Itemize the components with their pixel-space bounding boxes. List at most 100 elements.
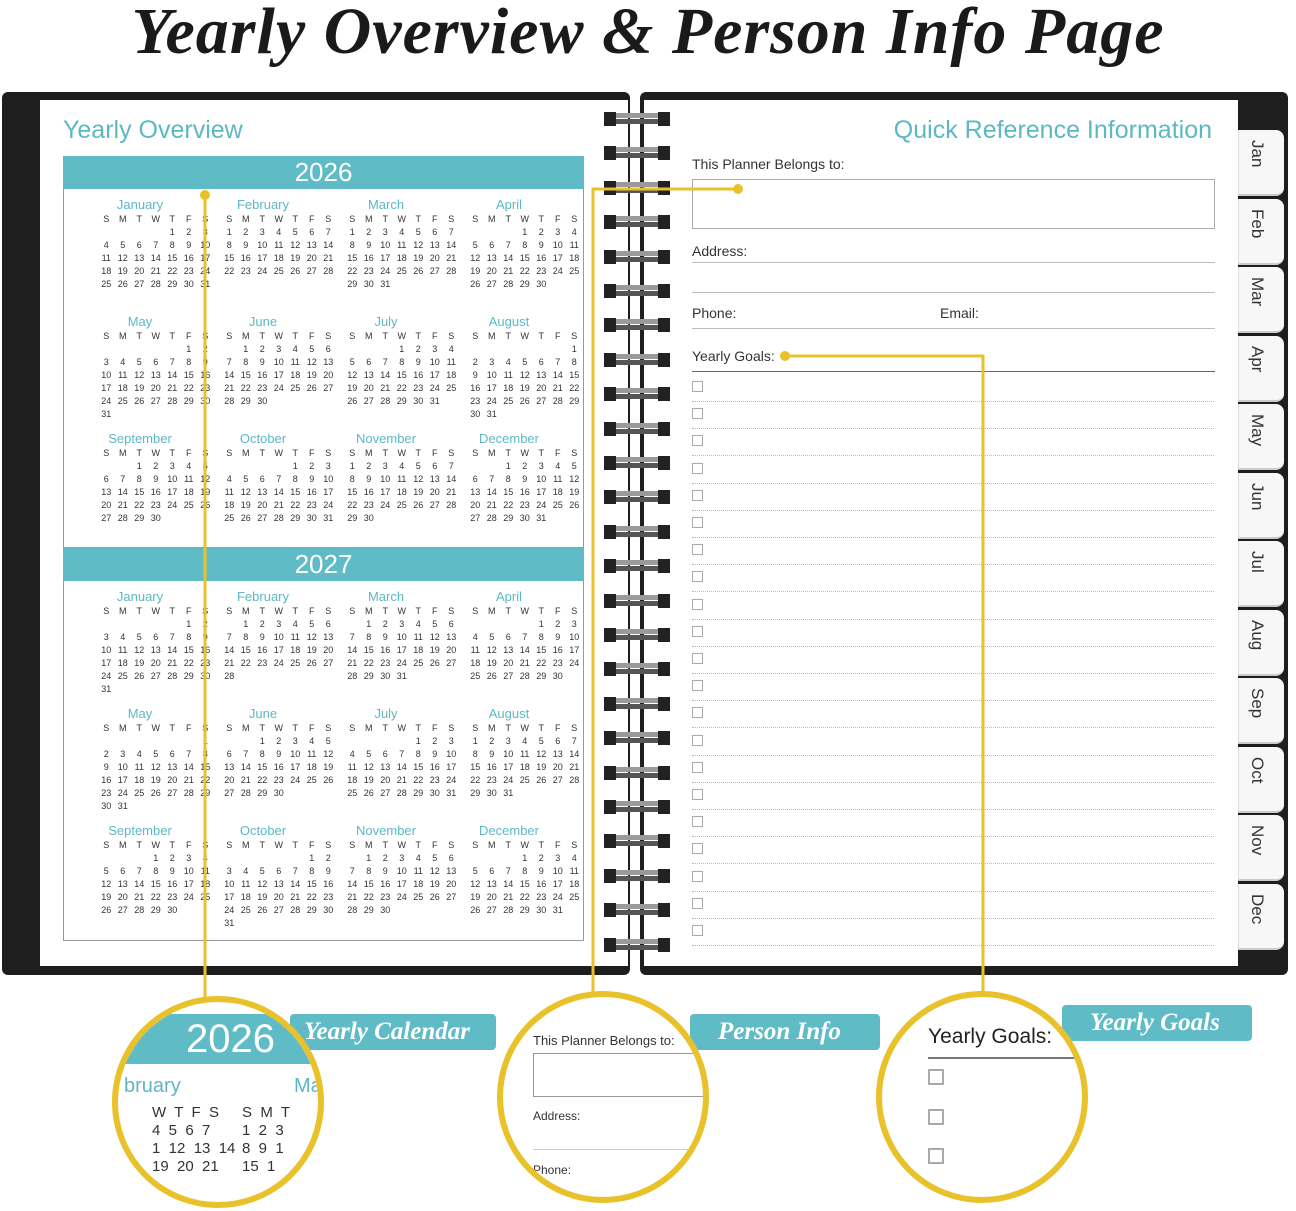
day: 10 xyxy=(536,474,547,484)
day: 18 xyxy=(552,487,563,497)
day: 12 xyxy=(536,749,547,759)
goal-checkbox[interactable] xyxy=(692,870,703,882)
tab-jan[interactable]: Jan xyxy=(1238,130,1284,196)
goal-row[interactable] xyxy=(692,511,1214,538)
goal-row[interactable] xyxy=(692,484,1214,511)
goal-row[interactable] xyxy=(692,565,1214,593)
goal-checkbox[interactable] xyxy=(692,544,703,556)
day: 11 xyxy=(553,474,563,484)
goal-row[interactable] xyxy=(692,729,1214,756)
day: 23 xyxy=(429,775,440,785)
spiral-coil-icon xyxy=(602,454,672,472)
tab-may[interactable]: May xyxy=(1238,404,1284,470)
goal-checkbox[interactable] xyxy=(692,489,703,501)
day: 17 xyxy=(167,487,178,497)
goal-row[interactable] xyxy=(692,375,1214,402)
goal-checkbox[interactable] xyxy=(692,598,703,610)
goal-checkbox[interactable] xyxy=(692,789,703,800)
spiral-coil-icon xyxy=(602,351,672,369)
tab-oct[interactable]: Oct xyxy=(1238,746,1284,813)
goal-row[interactable] xyxy=(692,402,1214,430)
day: 5 xyxy=(472,240,478,250)
day: 8 xyxy=(366,866,372,876)
day: 3 xyxy=(103,357,109,367)
tab-sep[interactable]: Sep xyxy=(1238,678,1284,744)
tab-aug[interactable]: Aug xyxy=(1238,609,1284,676)
day: 11 xyxy=(503,370,513,380)
day: 8 xyxy=(226,240,232,250)
tab-nov[interactable]: Nov xyxy=(1238,815,1284,881)
goal-row[interactable] xyxy=(692,701,1214,729)
address-line[interactable] xyxy=(692,262,1215,263)
weekday: F xyxy=(309,723,315,733)
month-name: November xyxy=(356,823,416,838)
goal-row[interactable] xyxy=(692,620,1214,647)
goal-checkbox[interactable] xyxy=(692,462,703,474)
goal-row[interactable] xyxy=(692,538,1214,566)
weekday: S xyxy=(472,448,479,458)
goal-checkbox[interactable] xyxy=(692,408,703,420)
goal-checkbox[interactable] xyxy=(692,761,703,773)
day: 25 xyxy=(396,500,407,510)
goal-checkbox[interactable] xyxy=(692,843,703,855)
goal-row[interactable] xyxy=(692,919,1214,946)
goal-row[interactable] xyxy=(692,837,1214,865)
goal-checkbox[interactable] xyxy=(692,625,703,637)
goal-checkbox[interactable] xyxy=(692,734,703,746)
goal-row[interactable] xyxy=(692,647,1214,674)
goal-checkbox[interactable] xyxy=(692,571,703,583)
goal-checkbox[interactable] xyxy=(692,680,703,692)
weekday: S xyxy=(325,840,332,850)
address-line-2[interactable] xyxy=(692,292,1215,293)
goal-checkbox[interactable] xyxy=(692,707,703,719)
day: 4 xyxy=(103,240,109,250)
weekday: S xyxy=(571,448,578,458)
goal-checkbox[interactable] xyxy=(692,897,703,909)
tab-feb[interactable]: Feb xyxy=(1238,198,1284,265)
day: 2 xyxy=(325,853,331,863)
day: 9 xyxy=(259,357,265,367)
weekday: F xyxy=(432,214,438,224)
day: 5 xyxy=(292,227,298,237)
goal-row[interactable] xyxy=(692,892,1214,919)
day: 28 xyxy=(446,266,457,276)
phone-email-line[interactable] xyxy=(692,328,1215,329)
day: 3 xyxy=(382,461,388,471)
day: 29 xyxy=(347,279,358,289)
goal-checkbox[interactable] xyxy=(692,925,703,936)
goal-row[interactable] xyxy=(692,457,1214,484)
goal-row[interactable] xyxy=(692,783,1214,810)
goal-row[interactable] xyxy=(692,865,1214,892)
tab-jun[interactable]: Jun xyxy=(1238,472,1284,539)
goal-checkbox[interactable] xyxy=(692,517,703,528)
goal-row[interactable] xyxy=(692,810,1214,838)
tab-dec[interactable]: Dec xyxy=(1238,883,1284,950)
tab-mar[interactable]: Mar xyxy=(1238,267,1284,333)
day: 11 xyxy=(290,357,300,367)
day: 27 xyxy=(503,671,514,681)
weekday: F xyxy=(186,214,192,224)
goal-row[interactable] xyxy=(692,593,1214,620)
tab-label: Oct xyxy=(1248,756,1267,783)
day: 2 xyxy=(432,736,438,746)
goal-checkbox[interactable] xyxy=(692,816,703,828)
goal-row[interactable] xyxy=(692,674,1214,702)
goal-checkbox[interactable] xyxy=(692,653,703,664)
tab-apr[interactable]: Apr xyxy=(1238,335,1284,402)
day: 10 xyxy=(273,632,284,642)
day: 1 xyxy=(226,227,232,237)
day: 18 xyxy=(519,762,530,772)
tab-jul[interactable]: Jul xyxy=(1238,541,1284,607)
day: 1 xyxy=(366,853,372,863)
day: 2 xyxy=(276,736,282,746)
day: 29 xyxy=(413,788,424,798)
weekday: M xyxy=(242,214,250,224)
goal-row[interactable] xyxy=(692,429,1214,457)
goal-checkbox[interactable] xyxy=(692,435,703,447)
goal-checkbox[interactable] xyxy=(692,381,703,392)
spiral-coil-icon xyxy=(602,316,672,334)
month-october-2027: October S M T W T F S 1 2 3 4 5 6 7 8 9 10 11 12 13 14 15 16 17 1… xyxy=(201,823,333,930)
owner-name-field[interactable] xyxy=(692,179,1215,229)
goal-row[interactable] xyxy=(692,756,1214,783)
zoom-phone: Phone: xyxy=(533,1163,572,1177)
